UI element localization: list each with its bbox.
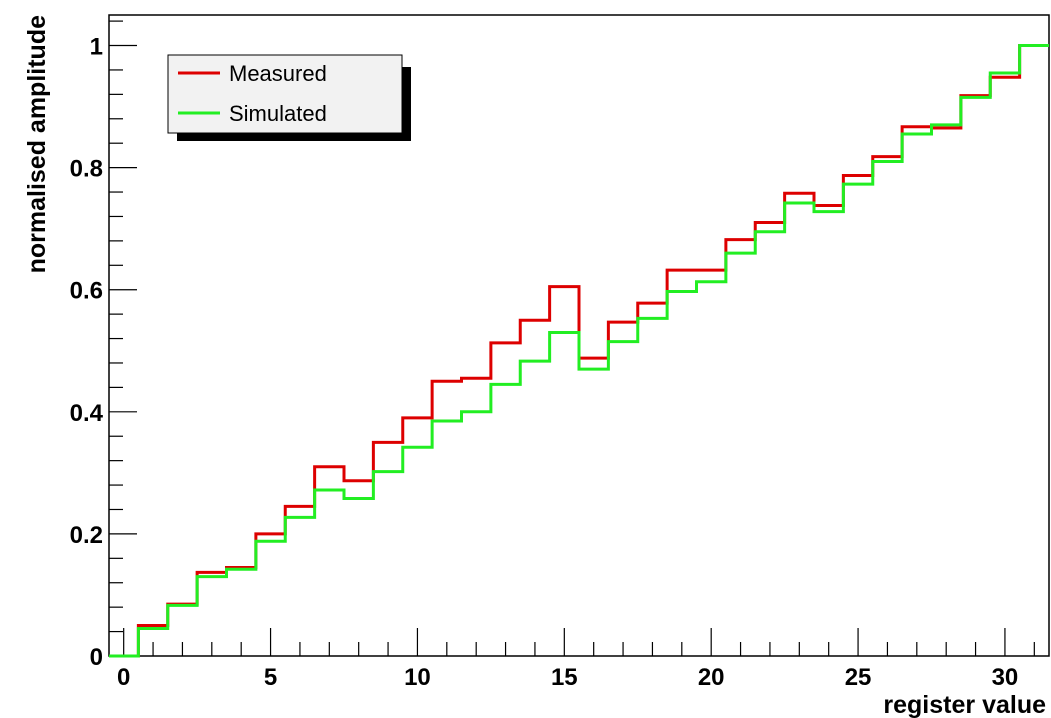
x-axis-ticks: 0 5 10 15 20 25 30 [117, 628, 1035, 691]
legend-box [167, 54, 403, 134]
y-tick-label: 1 [90, 34, 103, 61]
x-axis-title: register value [883, 691, 1046, 718]
x-tick-label: 20 [698, 664, 725, 691]
y-tick-label: 0.8 [70, 156, 103, 183]
x-tick-label: 10 [404, 664, 431, 691]
x-tick-label: 25 [845, 664, 872, 691]
y-axis-title: normalised amplitude [23, 15, 51, 273]
legend-label-measured: Measured [229, 61, 327, 86]
x-tick-label: 30 [992, 664, 1019, 691]
series-layer [109, 44, 1049, 658]
series-line-simulated [109, 44, 1049, 658]
y-tick-label: 0.4 [70, 400, 104, 427]
y-tick-label: 0.6 [70, 278, 103, 305]
legend-label-simulated: Simulated [229, 101, 327, 126]
x-tick-label: 0 [117, 664, 130, 691]
series-line-measured [109, 44, 1049, 658]
x-tick-label: 15 [551, 664, 578, 691]
legend: Measured Simulated [167, 54, 411, 141]
y-tick-label: 0 [90, 644, 103, 671]
x-tick-label: 5 [264, 664, 277, 691]
y-tick-label: 0.2 [70, 522, 103, 549]
